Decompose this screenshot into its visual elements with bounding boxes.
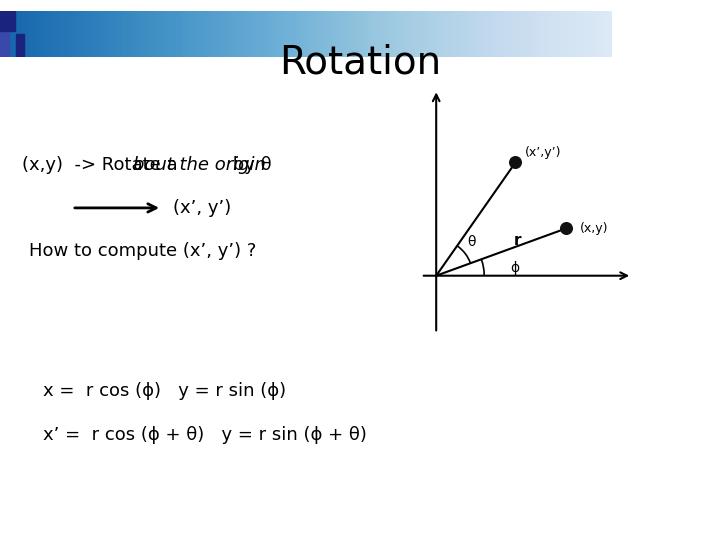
Point: [560, 224, 572, 233]
Point: [510, 158, 521, 167]
Text: (x’,y’): (x’,y’): [525, 146, 562, 159]
Bar: [0, 11, 15, 31]
Text: x =  r cos (ϕ)   y = r sin (ϕ): x = r cos (ϕ) y = r sin (ϕ): [43, 382, 287, 401]
Text: x’ =  r cos (ϕ + θ)   y = r sin (ϕ + θ): x’ = r cos (ϕ + θ) y = r sin (ϕ + θ): [43, 426, 367, 444]
Text: (x,y)  -> Rotate a: (x,y) -> Rotate a: [22, 156, 177, 174]
Bar: [16, 33, 24, 57]
Text: (x,y): (x,y): [580, 222, 608, 235]
Text: r: r: [513, 233, 521, 248]
Text: How to compute (x’, y’) ?: How to compute (x’, y’) ?: [29, 242, 256, 260]
Text: by θ: by θ: [227, 156, 271, 174]
Text: θ: θ: [467, 235, 475, 249]
Text: (x’, y’): (x’, y’): [173, 199, 231, 217]
Text: Rotation: Rotation: [279, 43, 441, 81]
Text: ϕ: ϕ: [510, 261, 519, 275]
Text: bout the origin: bout the origin: [133, 156, 266, 174]
Bar: [0, 31, 9, 57]
